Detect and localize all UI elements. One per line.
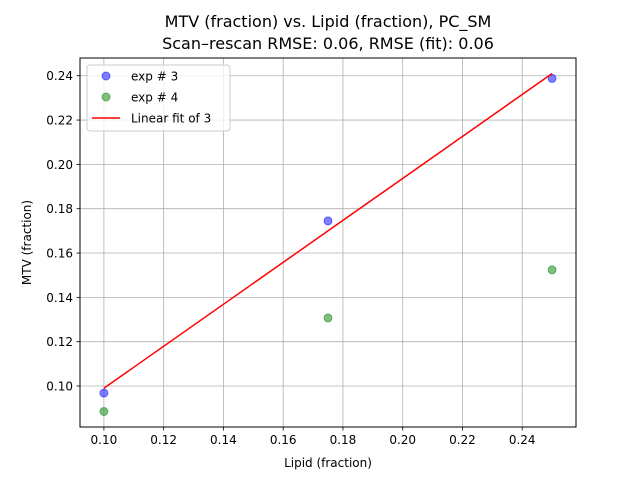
legend-point-marker: [101, 71, 111, 81]
legend: exp # 3 exp # 4 Linear fit of 3: [86, 64, 231, 132]
x-tick-label: 0.20: [389, 433, 416, 447]
y-axis-label: MTV (fraction): [20, 200, 34, 285]
legend-label: exp # 3: [131, 70, 178, 84]
legend-box: [86, 64, 231, 132]
x-tick-label: 0.14: [210, 433, 237, 447]
chart-title-line-2: Scan–rescan RMSE: 0.06, RMSE (fit): 0.06: [162, 34, 494, 53]
y-axis-ticks: 0.10 0.12 0.14 0.16 0.18 0.20 0.22 0.24: [46, 69, 80, 394]
y-tick-label: 0.24: [46, 69, 73, 83]
x-axis-label: Lipid (fraction): [284, 456, 372, 470]
legend-point-marker: [101, 92, 111, 102]
y-tick-label: 0.14: [46, 291, 73, 305]
plot-data: [99, 72, 557, 416]
y-tick-label: 0.18: [46, 202, 73, 216]
series-2-point: [99, 406, 109, 416]
series-2-point: [323, 313, 333, 323]
y-tick-label: 0.10: [46, 380, 73, 394]
y-tick-label: 0.16: [46, 247, 73, 261]
legend-label: exp # 4: [131, 91, 178, 105]
series-2-point: [547, 265, 557, 275]
series-3-fit-line: [103, 72, 553, 389]
x-tick-label: 0.10: [91, 433, 118, 447]
legend-label: Linear fit of 3: [131, 112, 211, 126]
y-tick-label: 0.20: [46, 158, 73, 172]
x-tick-label: 0.12: [150, 433, 177, 447]
x-axis-ticks: 0.10 0.12 0.14 0.16 0.18 0.20 0.22 0.24: [91, 427, 536, 447]
plot-frame: [79, 57, 577, 428]
series-1-point: [99, 388, 109, 398]
x-tick-label: 0.18: [330, 433, 357, 447]
x-tick-label: 0.16: [270, 433, 297, 447]
y-tick-label: 0.12: [46, 335, 73, 349]
x-tick-label: 0.22: [449, 433, 476, 447]
x-tick-label: 0.24: [509, 433, 536, 447]
series-1-point: [323, 216, 333, 226]
chart-title-line-1: MTV (fraction) vs. Lipid (fraction), PC_…: [165, 12, 492, 32]
legend-entries: exp # 3 exp # 4 Linear fit of 3: [92, 70, 211, 126]
y-tick-label: 0.22: [46, 114, 73, 128]
